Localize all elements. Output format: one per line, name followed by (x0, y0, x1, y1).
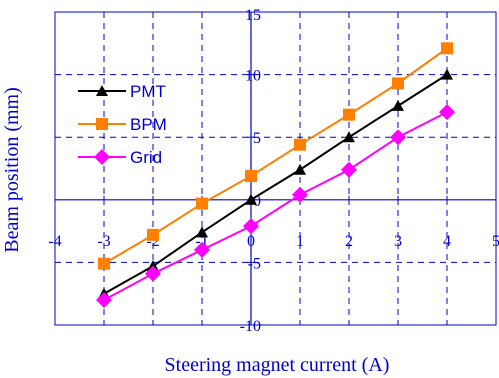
x-tick-label: 5 (492, 233, 499, 250)
bpm-point (343, 108, 355, 121)
bpm-point (245, 170, 257, 183)
pmt-point (147, 260, 159, 272)
bpm-point (147, 228, 159, 241)
grid-point (243, 218, 259, 235)
grid-point (194, 241, 210, 258)
x-tick-label: 2 (345, 233, 353, 250)
x-tick-label: -3 (97, 233, 110, 250)
bpm-point (392, 77, 404, 90)
legend-marker-pmt (96, 85, 108, 96)
y-axis-title: Beam position (mm) (1, 87, 23, 253)
legend-label-pmt: PMT (130, 82, 166, 101)
grid-point (341, 161, 357, 178)
bpm-point (294, 138, 306, 151)
bpm-point (98, 257, 110, 270)
pmt-point (196, 226, 208, 238)
x-axis-title: Steering magnet current (A) (165, 354, 390, 376)
x-tick-label: 1 (296, 233, 304, 250)
y-tick-label: 0 (253, 193, 261, 210)
grid-point (96, 291, 112, 308)
bpm-point (441, 42, 453, 55)
x-tick-label: 4 (443, 233, 451, 250)
plot-frame (54, 11, 497, 326)
grid-line (103, 111, 448, 301)
y-tick-label: 15 (245, 7, 261, 24)
x-tick-label: -4 (48, 233, 61, 250)
grid-point (439, 104, 455, 121)
legend: PMT BPM Grid (78, 82, 167, 167)
y-tick-label: 5 (253, 130, 261, 147)
x-tick-label: 0 (247, 233, 255, 250)
pmt-point (441, 68, 453, 80)
y-tick-label: -5 (248, 255, 261, 272)
bpm-line (103, 47, 448, 265)
y-tick-label: -10 (240, 318, 261, 335)
pmt-line (103, 73, 448, 295)
pmt-point (245, 193, 257, 205)
grid-point (292, 186, 308, 203)
grid (55, 12, 496, 325)
series-group (96, 42, 455, 308)
y-tick-label: 10 (245, 68, 261, 85)
legend-label-bpm: BPM (130, 115, 167, 134)
bpm-point (196, 197, 208, 210)
legend-label-grid: Grid (130, 148, 162, 167)
pmt-point (392, 99, 404, 111)
grid-point (390, 129, 406, 146)
grid-point (145, 265, 161, 282)
pmt-point (294, 163, 306, 175)
pmt-point (343, 131, 355, 143)
legend-marker-grid (94, 149, 110, 165)
axes (54, 11, 497, 326)
legend-marker-bpm (96, 118, 108, 130)
x-tick-label: 3 (394, 233, 402, 250)
